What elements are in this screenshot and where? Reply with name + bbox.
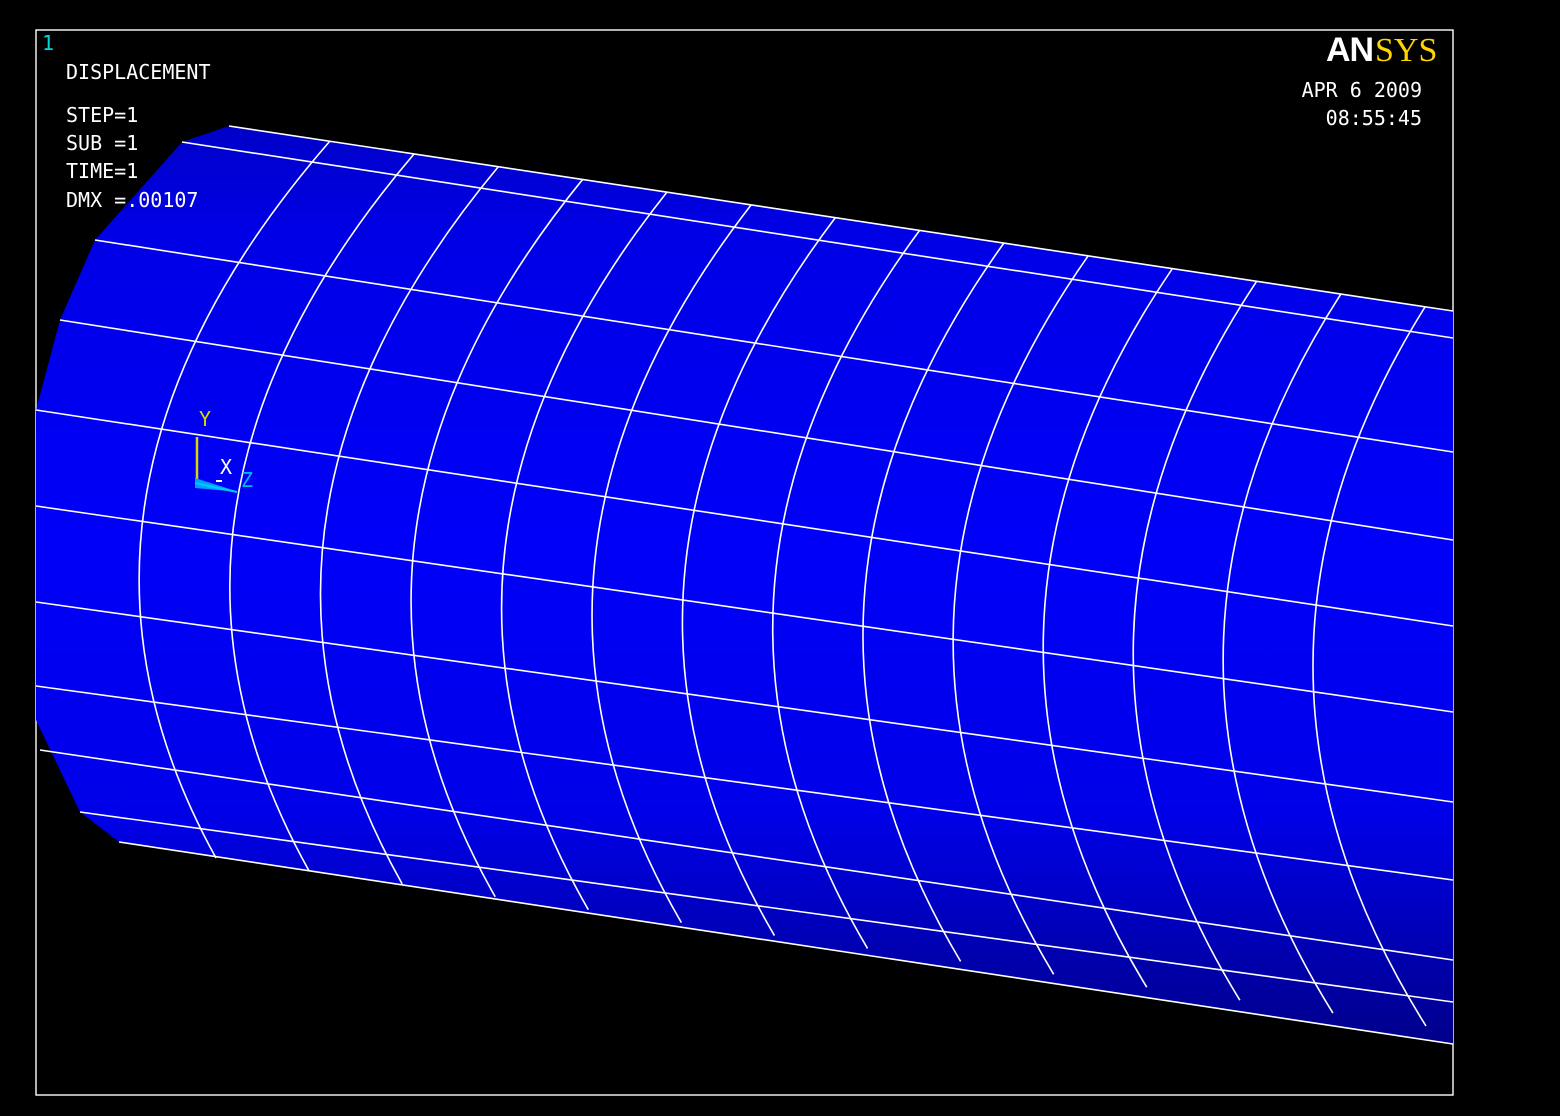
logo-bold-text: AN (1326, 31, 1373, 69)
mesh-circumferential-line (138, 140, 331, 859)
mesh-longitudinal-line (36, 505, 1453, 713)
mesh-circumferential-line (1312, 306, 1427, 1027)
mesh-longitudinal-line (36, 685, 1453, 881)
dmx-label: DMX =.00107 (66, 188, 198, 212)
mesh-longitudinal-line (36, 409, 1453, 627)
mesh-longitudinal-line (36, 601, 1453, 803)
triad-z-axis (195, 478, 239, 492)
cylinder-model[interactable] (36, 125, 1453, 1045)
mesh-longitudinal-line (94, 239, 1453, 453)
step-label: STEP=1 (66, 103, 138, 127)
mesh-longitudinal-line (118, 841, 1453, 1045)
mesh-circumferential-line (862, 242, 1005, 962)
time-label: TIME=1 (66, 159, 138, 183)
mesh-circumferential-line (1042, 268, 1173, 988)
time-stamp: 08:55:45 (1326, 106, 1422, 130)
mesh-circumferential-line (591, 204, 752, 924)
mesh-circumferential-line (1132, 281, 1258, 1001)
triad-y-label: Y (199, 407, 211, 431)
mesh-circumferential-line (771, 229, 921, 949)
date-stamp: APR 6 2009 (1302, 78, 1422, 102)
mesh-circumferential-line (952, 255, 1089, 975)
mesh-circumferential-line (500, 191, 668, 911)
mesh-circumferential-line (410, 178, 584, 898)
mesh-longitudinal-line (79, 811, 1453, 1003)
result-type-label: DISPLACEMENT (66, 60, 211, 84)
mesh-longitudinal-line (228, 125, 1453, 312)
coordinate-triad-icon: Y X Z (194, 407, 253, 493)
mesh-circumferential-line (1222, 293, 1342, 1014)
triad-z-edge (194, 482, 238, 493)
triad-x-label: X (220, 455, 232, 479)
mesh-longitudinal-line (59, 319, 1453, 541)
element-mesh (36, 125, 1453, 1045)
mesh-circumferential-line (319, 166, 500, 885)
substep-label: SUB =1 (66, 131, 138, 155)
mesh-circumferential-line (229, 153, 415, 872)
triad-z-label: Z (241, 468, 253, 492)
cylinder-surface (36, 126, 1453, 1044)
window-number: 1 (42, 31, 54, 55)
logo-serif-text: SYS (1375, 32, 1437, 69)
mesh-circumferential-line (681, 217, 837, 936)
ansys-logo: AN SYS (1326, 31, 1437, 69)
mesh-longitudinal-line (39, 749, 1453, 961)
